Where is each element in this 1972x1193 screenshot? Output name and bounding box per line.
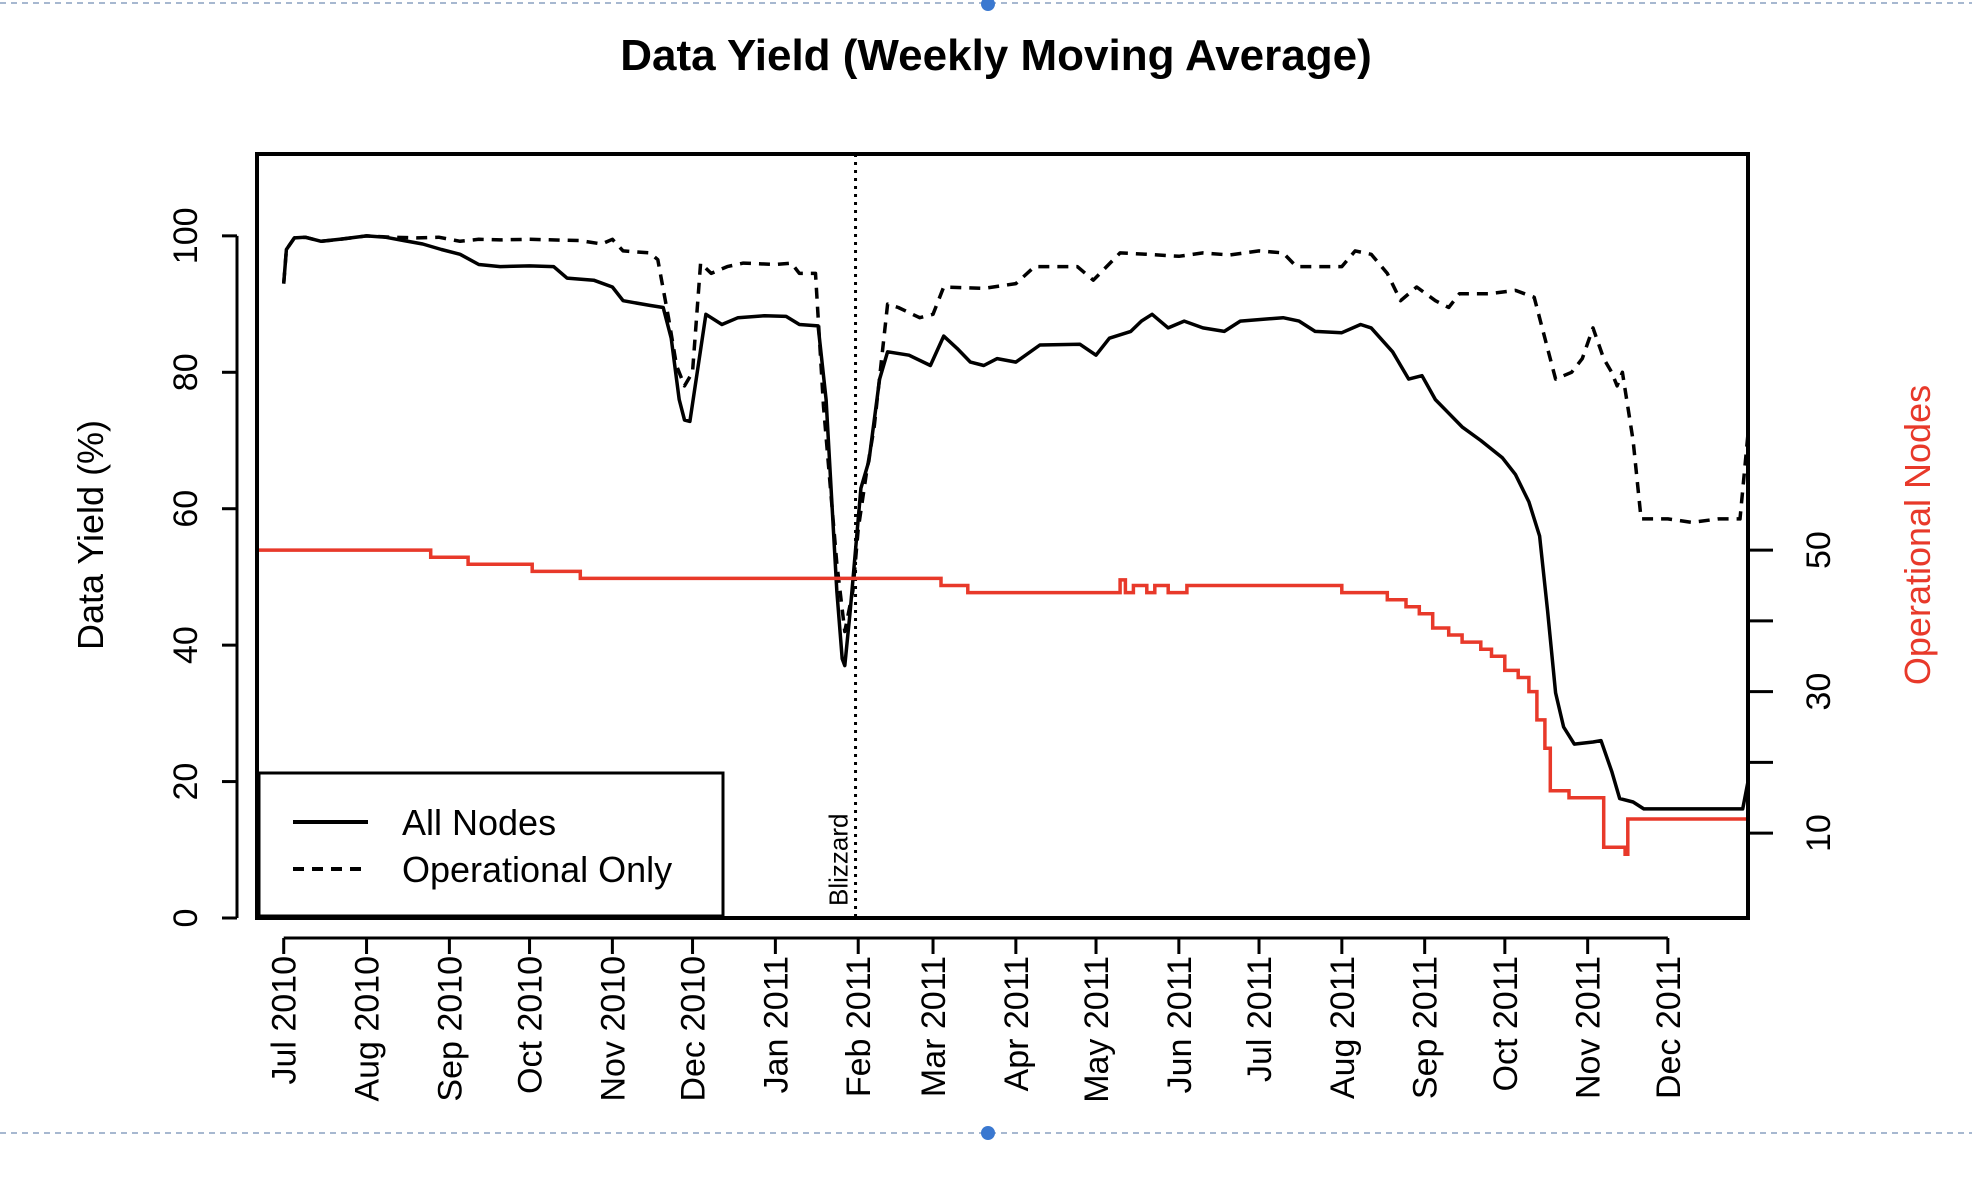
y2-axis-title: Operational Nodes [1897,385,1938,685]
x-tick-label: Oct 2010 [512,956,550,1094]
chart-title: Data Yield (Weekly Moving Average) [620,31,1372,80]
x-tick-label: Aug 2011 [1324,956,1362,1099]
x-tick-label: Mar 2011 [915,956,953,1097]
y-tick-label: 40 [167,626,205,664]
y2-tick-label: 30 [1800,673,1838,711]
y-tick-label: 60 [167,490,205,528]
selection-handle-top[interactable] [981,0,995,11]
blizzard-label: Blizzard [824,814,854,906]
x-tick-label: Feb 2011 [840,956,878,1097]
x-tick-label: Jul 2010 [266,956,304,1085]
axis-ticks: 0 20 40 60 80 100 10 30 50 Jul 2010 Aug 2010 Sep 20… [167,207,1838,1102]
y-tick-label: 20 [167,763,205,801]
legend-box [257,771,725,918]
x-tick-label: Dec 2011 [1650,956,1688,1099]
x-tick-label: Apr 2011 [998,956,1036,1091]
y-tick-label: 100 [167,207,205,264]
y-axis-title: Data Yield (%) [70,420,111,650]
series-line-all-nodes [281,234,1750,811]
y-tick-label: 80 [167,353,205,391]
y2-tick-label: 10 [1800,814,1838,852]
plot-frame [255,152,1750,920]
x-tick-label: Jan 2011 [757,956,795,1093]
series-line-operational-only [281,234,1750,634]
selection-handle-bottom[interactable] [981,1126,995,1140]
x-tick-label: Sep 2010 [431,956,469,1102]
x-tick-label: Dec 2010 [675,956,713,1102]
x-tick-label: Aug 2010 [349,956,387,1102]
series-line-operational-nodes [257,548,1748,857]
y2-tick-label: 50 [1800,531,1838,569]
x-tick-label: Sep 2011 [1407,956,1445,1099]
x-tick-label: Nov 2011 [1570,956,1608,1099]
x-tick-label: May 2011 [1078,956,1116,1103]
y-tick-label: 0 [167,909,205,928]
legend-label-all-nodes: All Nodes [402,802,556,843]
x-tick-label: Nov 2010 [594,956,632,1102]
x-tick-label: Jul 2011 [1241,956,1279,1082]
plot-lines: Blizzard [257,154,1750,918]
legend: All Nodes Operational Only [257,771,725,918]
legend-label-operational-only: Operational Only [402,849,672,890]
x-tick-label: Jun 2011 [1161,956,1199,1093]
x-tick-label: Oct 2011 [1487,956,1525,1091]
